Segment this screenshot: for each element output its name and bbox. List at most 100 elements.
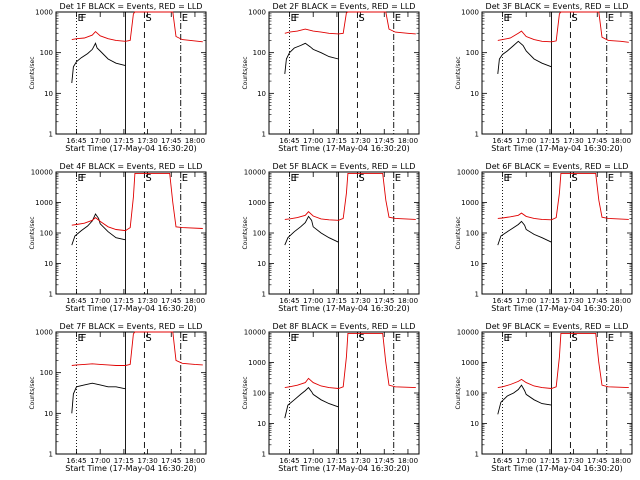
panel-4-marker-label: S bbox=[145, 173, 151, 184]
panel-4-title: Det 4F BLACK = Events, RED = LLD bbox=[60, 162, 203, 171]
panel-9-ytick-label: 10 bbox=[470, 420, 479, 428]
panel-3-series-events bbox=[497, 40, 552, 74]
panel-1-xtick-label: 17:30 bbox=[137, 137, 157, 145]
panel-7-xtick-label: 17:15 bbox=[114, 457, 134, 465]
panel-3-xlabel: Start Time (17-May-04 16:30:20) bbox=[491, 144, 622, 153]
panel-6-xtick-label: 18:00 bbox=[611, 297, 631, 305]
panel-7-ytick-label: 1 bbox=[49, 451, 53, 459]
panel-3-series-lld bbox=[497, 11, 629, 43]
panel-1-xtick-label: 17:45 bbox=[161, 137, 181, 145]
panel-4-ytick-label: 100 bbox=[40, 230, 53, 238]
panel-7-title: Det 7F BLACK = Events, RED = LLD bbox=[60, 322, 203, 331]
panel-5-xtick-label: 17:45 bbox=[374, 297, 394, 305]
panel-7-xtick-label: 17:30 bbox=[137, 457, 157, 465]
panel-5-xtick-label: 17:30 bbox=[350, 297, 370, 305]
panel-1-xtick-label: 17:00 bbox=[90, 137, 110, 145]
panel-6-marker-label: E bbox=[608, 173, 614, 184]
panel-4-xtick-label: 17:45 bbox=[161, 297, 181, 305]
panel-2-title: Det 2F BLACK = Events, RED = LLD bbox=[273, 2, 416, 11]
panel-5-marker-label: S bbox=[358, 173, 364, 184]
panel-6-ytick-label: 100 bbox=[466, 230, 479, 238]
panel-1-ytick-label: 1 bbox=[49, 131, 53, 139]
panel-3-marker-label: F bbox=[507, 13, 513, 24]
panel-6-series-lld bbox=[497, 172, 629, 221]
panel-7-xlabel: Start Time (17-May-04 16:30:20) bbox=[65, 464, 196, 473]
panel-8-ytick-label: 1000 bbox=[248, 359, 266, 367]
panel-5-series-lld bbox=[284, 172, 416, 221]
panel-4-xtick-label: 16:45 bbox=[66, 297, 86, 305]
panel-1-ylabel: Counts/sec bbox=[29, 56, 36, 89]
panel-9-marker-label: E bbox=[608, 333, 614, 344]
panel-4-ytick-label: 1 bbox=[49, 291, 53, 299]
panel-9-ytick-label: 1 bbox=[475, 451, 479, 459]
panel-8-ytick-label: 1 bbox=[262, 451, 266, 459]
panel-7-xtick-label: 17:45 bbox=[161, 457, 181, 465]
panel-8-marker-label: F bbox=[294, 333, 300, 344]
panel-2-marker-label: E bbox=[395, 13, 401, 24]
panel-3-ytick-label: 10 bbox=[470, 90, 479, 98]
panel-5-series-events bbox=[284, 215, 339, 246]
panel-5-xtick-label: 17:00 bbox=[303, 297, 323, 305]
panel-4-ytick-label: 1000 bbox=[35, 199, 53, 207]
panel-9-ytick-label: 1000 bbox=[461, 359, 479, 367]
panel-9-ylabel: Counts/sec bbox=[455, 376, 462, 409]
panel-8-marker-label: E bbox=[395, 333, 401, 344]
panel-2-axes bbox=[268, 11, 420, 135]
panel-6-ytick-label: 1000 bbox=[461, 199, 479, 207]
panel-9-xtick-label: 17:15 bbox=[540, 457, 560, 465]
panel-1-ytick-label: 10 bbox=[44, 90, 53, 98]
panel-8-series-events bbox=[284, 386, 339, 419]
panel-1-xtick-label: 17:15 bbox=[114, 137, 134, 145]
panel-2-ytick-label: 100 bbox=[253, 49, 266, 57]
panel-3-xtick-label: 16:45 bbox=[492, 137, 512, 145]
panel-5-ytick-label: 100 bbox=[253, 230, 266, 238]
panel-4-series-events bbox=[71, 213, 126, 246]
panel-3-ylabel: Counts/sec bbox=[455, 56, 462, 89]
panel-5-marker-label: E bbox=[291, 173, 297, 184]
panel-6-ytick-label: 1 bbox=[475, 291, 479, 299]
panel-9-marker-label: F bbox=[507, 333, 513, 344]
panel-4-xtick-label: 18:00 bbox=[185, 297, 205, 305]
panel-7-marker-label: S bbox=[145, 333, 151, 344]
panel-5-xtick-label: 17:15 bbox=[327, 297, 347, 305]
panel-2-xtick-label: 18:00 bbox=[398, 137, 418, 145]
panel-5-axes bbox=[268, 171, 420, 295]
panel-4-xlabel: Start Time (17-May-04 16:30:20) bbox=[65, 304, 196, 313]
panel-5-ylabel: Counts/sec bbox=[242, 216, 249, 249]
panel-1-axes bbox=[55, 11, 207, 135]
panel-3-ytick-label: 100 bbox=[466, 49, 479, 57]
panel-3-title: Det 3F BLACK = Events, RED = LLD bbox=[486, 2, 629, 11]
panel-7-series-lld bbox=[71, 331, 203, 366]
panel-4-series-lld bbox=[71, 172, 203, 232]
panel-8-series-lld bbox=[284, 332, 416, 389]
panel-9-ytick-label: 100 bbox=[466, 390, 479, 398]
panel-6-ytick-label: 10000 bbox=[457, 169, 479, 177]
panel-8-xtick-label: 17:30 bbox=[350, 457, 370, 465]
panel-7-xtick-label: 18:00 bbox=[185, 457, 205, 465]
panel-5-ytick-label: 10 bbox=[257, 260, 266, 268]
panel-8-xtick-label: 17:00 bbox=[303, 457, 323, 465]
panel-8-xtick-label: 16:45 bbox=[279, 457, 299, 465]
panel-4-ytick-label: 10 bbox=[44, 260, 53, 268]
panel-2-ytick-label: 1000 bbox=[248, 9, 266, 17]
panel-7-ylabel: Counts/sec bbox=[29, 376, 36, 409]
panel-4-xtick-label: 17:00 bbox=[90, 297, 110, 305]
panel-8-xtick-label: 17:45 bbox=[374, 457, 394, 465]
panel-6-xlabel: Start Time (17-May-04 16:30:20) bbox=[491, 304, 622, 313]
panel-5-marker-label: F bbox=[294, 173, 300, 184]
panel-3-axes bbox=[481, 11, 633, 135]
panel-8-ytick-label: 10000 bbox=[244, 329, 266, 337]
panel-3-marker-label: S bbox=[571, 13, 577, 24]
panel-3-xtick-label: 17:45 bbox=[587, 137, 607, 145]
panel-9-xlabel: Start Time (17-May-04 16:30:20) bbox=[491, 464, 622, 473]
panel-9-axes bbox=[481, 331, 633, 455]
panel-2-series-lld bbox=[284, 11, 416, 35]
panel-3-xtick-label: 17:15 bbox=[540, 137, 560, 145]
panel-9-xtick-label: 17:30 bbox=[563, 457, 583, 465]
panel-6-xtick-label: 17:15 bbox=[540, 297, 560, 305]
panel-2-xtick-label: 17:15 bbox=[327, 137, 347, 145]
panel-2-xtick-label: 17:45 bbox=[374, 137, 394, 145]
panel-6-axes bbox=[481, 171, 633, 295]
panel-1-marker-label: E bbox=[182, 13, 188, 24]
